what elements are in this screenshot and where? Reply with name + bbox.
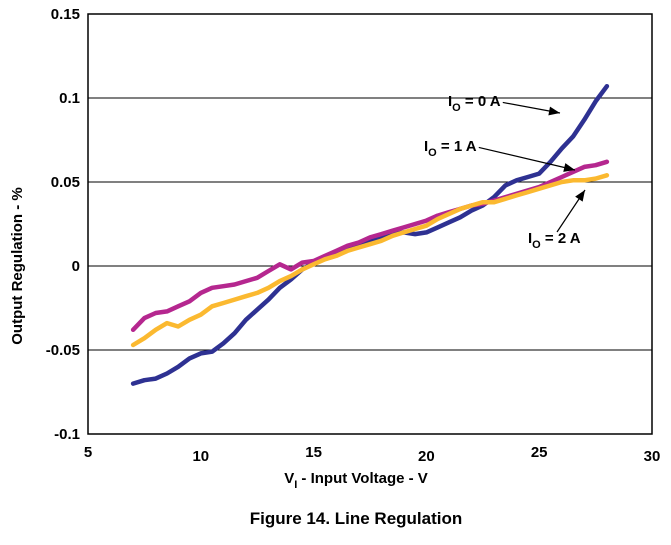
series-label-main: I [448, 93, 452, 110]
x-tick-label: 25 [531, 444, 548, 461]
gridlines [88, 97, 652, 351]
annotation-arrowhead [575, 190, 585, 202]
x-tick-label: 30 [644, 448, 661, 465]
series-line-0 [130, 83, 610, 386]
y-tick-label: 0.15 [51, 6, 80, 23]
x-tick-label: 10 [192, 448, 209, 465]
x-axis-title: VI - Input Voltage - V [284, 470, 428, 491]
y-tick-label: -0.1 [54, 426, 80, 443]
x-axis-title-sub: I [294, 479, 297, 491]
series-annotations: IO = 0 AIO = 1 AIO = 2 A [424, 93, 586, 251]
annotation-arrow-line [478, 146, 576, 171]
series-label-sub: O [532, 239, 541, 251]
series-label-main: I [424, 138, 428, 155]
x-axis-title-rest: - Input Voltage - V [297, 470, 428, 487]
series-label-sub: O [428, 147, 437, 159]
y-tick-label: 0 [72, 258, 80, 275]
series-label-sub: O [452, 102, 461, 114]
series-label-main: I [528, 230, 532, 247]
y-axis-title: Output Regulation - % [9, 187, 26, 344]
annotation-arrowhead [563, 163, 575, 172]
series-label-rest: = 0 A [461, 93, 501, 110]
series-label-2: IO = 2 A [528, 230, 581, 251]
x-axis-title-main: V [284, 470, 294, 487]
series-line-2 [130, 173, 610, 348]
series-label-0: IO = 0 A [448, 93, 501, 114]
figure-caption: Figure 14. Line Regulation [250, 509, 463, 528]
series-label-rest: = 2 A [541, 230, 581, 247]
x-tick-label: 5 [84, 444, 92, 461]
x-tick-label: 20 [418, 448, 435, 465]
y-tick-labels: -0.1 -0.05 0 0.05 0.1 0.15 [46, 6, 80, 443]
y-tick-label: -0.05 [46, 342, 80, 359]
plot-frame [87, 13, 653, 435]
y-tick-label: 0.05 [51, 174, 80, 191]
series-label-rest: = 1 A [437, 138, 477, 155]
annotation-arrowhead [548, 106, 560, 116]
series-label-1: IO = 1 A [424, 138, 477, 159]
x-tick-labels: 5 10 15 20 25 30 [84, 444, 661, 465]
x-tick-label: 15 [305, 444, 322, 461]
y-tick-label: 0.1 [59, 90, 80, 107]
series-lines [130, 83, 610, 386]
